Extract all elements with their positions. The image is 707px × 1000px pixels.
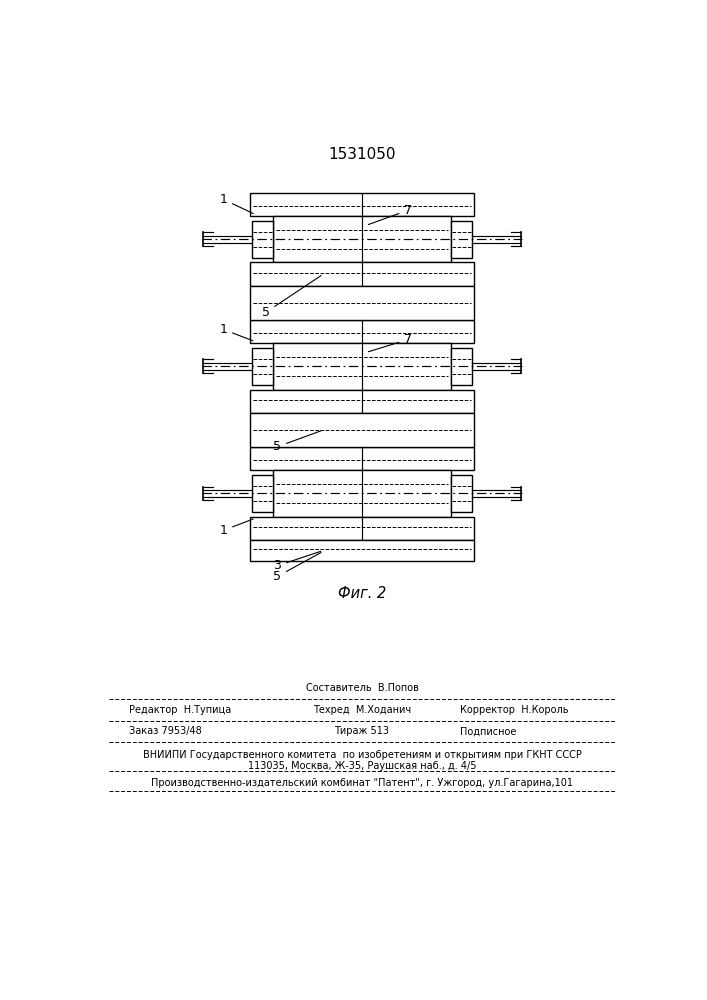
Text: Тираж 513: Тираж 513 (334, 726, 390, 736)
Text: Составитель  В.Попов: Составитель В.Попов (305, 683, 419, 693)
Text: Заказ 7953/48: Заказ 7953/48 (129, 726, 201, 736)
Bar (250, 517, 474, 540)
Text: Редактор  Н.Тупица: Редактор Н.Тупица (129, 705, 231, 715)
Text: Корректор  Н.Король: Корректор Н.Король (460, 705, 568, 715)
Bar (250, 540, 474, 561)
Text: 1: 1 (219, 519, 253, 537)
Bar (252, 221, 274, 258)
Text: Подписное: Подписное (460, 726, 516, 736)
Text: 7: 7 (368, 204, 412, 225)
Bar (450, 221, 472, 258)
Text: Производственно-издательский комбинат "Патент", г. Ужгород, ул.Гагарина,101: Производственно-издательский комбинат "П… (151, 778, 573, 788)
Text: 5: 5 (273, 431, 321, 453)
Bar (274, 216, 450, 262)
Text: 7: 7 (368, 333, 412, 352)
Bar (250, 193, 474, 216)
Bar (450, 475, 472, 512)
Bar (252, 348, 274, 385)
Text: 5: 5 (262, 276, 321, 319)
Bar (252, 475, 274, 512)
Text: Техред  М.Ходанич: Техред М.Ходанич (313, 705, 411, 715)
Bar (250, 389, 474, 413)
Text: 1: 1 (219, 193, 253, 214)
Text: ВНИИПИ Государственного комитета  по изобретениям и открытиям при ГКНТ СССР: ВНИИПИ Государственного комитета по изоб… (143, 750, 581, 760)
Text: 3: 3 (273, 551, 321, 572)
Text: 1531050: 1531050 (328, 147, 396, 162)
Bar (250, 262, 474, 286)
Text: 113035, Москва, Ж-35, Раушская наб., д. 4/5: 113035, Москва, Ж-35, Раушская наб., д. … (247, 761, 477, 771)
Text: 1: 1 (219, 323, 253, 341)
Bar (250, 447, 474, 470)
Bar (250, 320, 474, 343)
Text: Фиг. 2: Фиг. 2 (338, 586, 386, 601)
Bar (274, 470, 450, 517)
Text: 5: 5 (273, 553, 321, 583)
Bar (274, 343, 450, 389)
Bar (450, 348, 472, 385)
Bar (250, 286, 474, 320)
Bar (250, 413, 474, 447)
